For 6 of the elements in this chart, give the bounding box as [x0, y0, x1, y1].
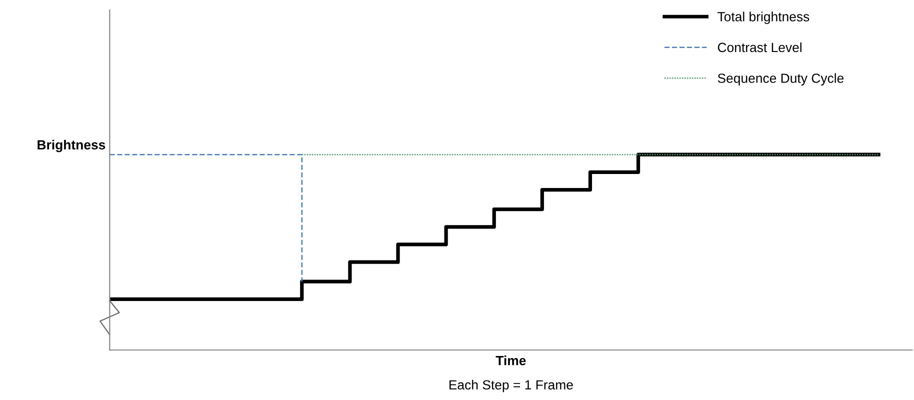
text: Each Step = 1 Frame: [449, 380, 573, 392]
legend-label: Sequence Duty Cycle: [718, 73, 844, 86]
y-axis-title: Brightness: [38, 140, 106, 152]
legend-label: Total brightness: [718, 12, 810, 24]
x-axis-title: Time: [496, 356, 526, 366]
legend-label: Contrast Level: [718, 42, 802, 52]
